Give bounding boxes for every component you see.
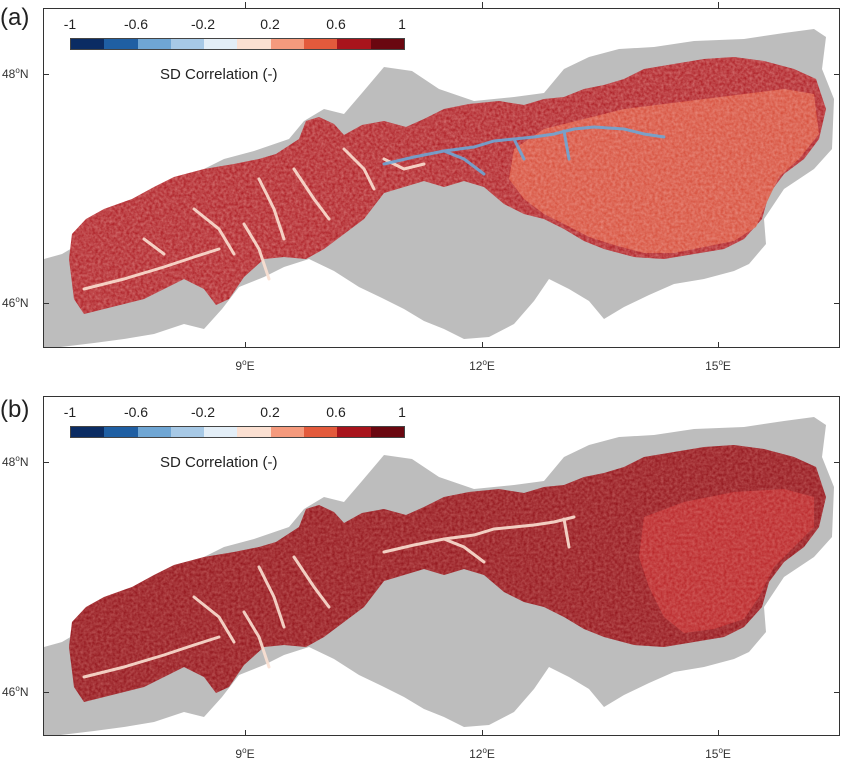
colorbar-bin [104,39,138,49]
colorbar-bin [304,39,338,49]
lat-tick [43,462,49,463]
colorbar-tick-label: -0.2 [190,404,216,420]
panel-a: (a) [0,0,850,382]
colorbar-bin [137,39,171,49]
blue-valleys [382,125,666,176]
colorbar-bin [204,427,238,437]
colorbar-tick-label: -0.6 [123,404,149,420]
lon-label-12: 12oE [469,746,495,761]
lat-tick [834,74,840,75]
valley-network [82,515,576,679]
colorbar-tick-label: -0.2 [190,16,216,32]
lon-tick [482,342,483,348]
colorbar-tick-label: -1 [63,16,77,32]
lon-label-9: 9oE [235,746,255,761]
lat-label-48: 48oN [2,454,29,469]
colorbar-bin [71,39,105,49]
panel-b: (b) [0,382,850,764]
colorbar-tick-label: 0.2 [260,404,280,420]
colorbar-bin [170,427,205,437]
colorbar-bin [337,39,371,49]
colorbar-bin [71,427,105,437]
lat-tick [834,692,840,693]
lon-label-15: 15oE [705,746,731,761]
lon-tick [245,342,246,348]
colorbar-bin [270,39,305,49]
lat-label-46: 46oN [2,295,29,310]
map-frame [43,8,840,348]
colorbar-bin [370,427,404,437]
colorbar-bin [137,427,171,437]
colorbar-tick-label: 0.6 [326,16,346,32]
lat-tick [43,692,49,693]
lon-tick [245,2,246,8]
colorbar-bin [370,39,404,49]
legend-title: SD Correlation (-) [160,66,278,83]
colorbar-tick-label: 1 [398,404,406,420]
lon-tick [482,730,483,736]
colorbar [70,38,405,50]
lat-label-46: 46oN [2,684,29,699]
lat-tick [43,303,49,304]
lon-tick [482,2,483,8]
lat-tick [43,74,49,75]
alps-map [44,29,834,347]
colorbar-bin [337,427,371,437]
lon-tick [718,730,719,736]
colorbar [70,426,405,438]
lon-label-9: 9oE [235,358,255,373]
colorbar-tick-label: -0.6 [123,16,149,32]
lat-tick [834,462,840,463]
colorbar-bin [237,39,271,49]
colorbar-tick-label: 1 [398,16,406,32]
colorbar-tick-label: 0.2 [260,16,280,32]
map-frame [43,396,840,736]
colorbar-tick-label: 0.6 [326,404,346,420]
colorbar-bin [204,39,238,49]
lon-label-12: 12oE [469,358,495,373]
lat-tick [834,303,840,304]
colorbar-bin [104,427,138,437]
panel-label: (a) [0,4,30,31]
valley-network [82,147,426,291]
colorbar-bin [304,427,338,437]
colorbar-bin [170,39,205,49]
lon-label-15: 15oE [705,358,731,373]
lon-tick [718,342,719,348]
colorbar-tick-label: -1 [63,404,77,420]
colorbar-bin [270,427,305,437]
legend-title: SD Correlation (-) [160,454,278,471]
lat-label-48: 48oN [2,66,29,81]
lon-tick [718,2,719,8]
lon-tick [245,730,246,736]
alps-map [44,417,834,735]
panel-label: (b) [0,396,30,423]
colorbar-bin [237,427,271,437]
